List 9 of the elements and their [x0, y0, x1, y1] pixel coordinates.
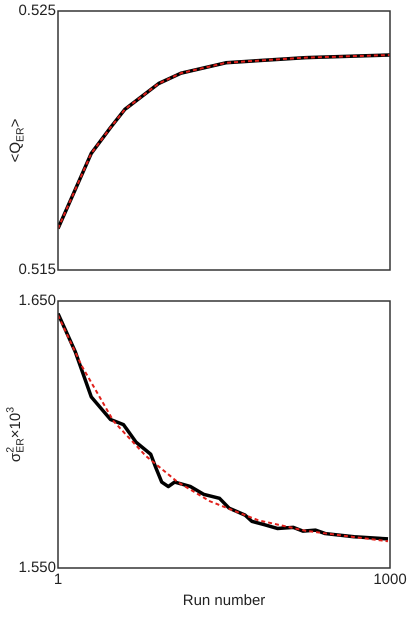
x-tick-label: 1 — [54, 571, 62, 588]
x-tick-label: 1000 — [373, 571, 407, 588]
y-tick-label: 0.515 — [18, 261, 56, 278]
x-axis-title: Run number — [182, 592, 266, 610]
y-tick-label: 1.650 — [18, 292, 56, 310]
y-tick-label: 0.525 — [18, 2, 56, 20]
y-tick-label: 1.550 — [18, 559, 56, 576]
y-axis-title: <QER> — [7, 118, 26, 162]
y-axis-title: σ2ER×103 — [4, 406, 26, 462]
